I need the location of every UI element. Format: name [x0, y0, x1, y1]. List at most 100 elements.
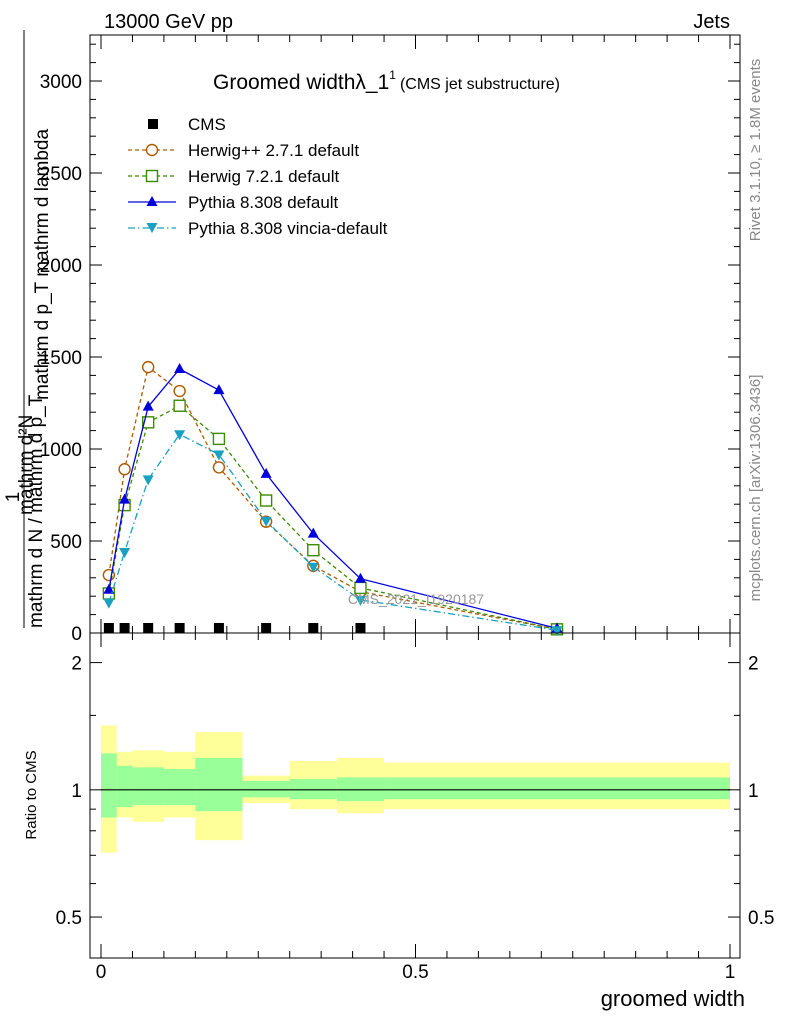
series-point-pythia: [119, 493, 131, 504]
cms-point: [308, 623, 319, 633]
main-y-tick-label: 0: [71, 624, 82, 645]
legend-label-vincia: Pythia 8.308 vincia-default: [188, 219, 388, 238]
series-point-herwig7: [173, 399, 186, 412]
legend-label-pythia: Pythia 8.308 default: [188, 193, 339, 212]
series-point-vincia: [119, 548, 131, 559]
ratio-inner-band: [116, 765, 133, 808]
series-point-vincia: [260, 516, 272, 527]
legend-entry-herwig7: Herwig 7.2.1 default: [128, 167, 339, 186]
x-tick-label: 0: [96, 962, 107, 983]
ratio-inner-band: [163, 769, 196, 806]
legend-marker-cms: [148, 119, 158, 129]
series-point-herwigpp: [141, 360, 155, 374]
ratio-y-tick-label-right: 2: [748, 654, 759, 675]
main-series: [102, 360, 564, 637]
cms-point: [213, 623, 224, 633]
series-point-pythia: [174, 362, 186, 373]
ratio-ylabel: Ratio to CMS: [23, 750, 40, 839]
series-point-vincia: [307, 562, 319, 573]
x-tick-label: 1: [725, 962, 736, 983]
plot-title: Groomed widthλ_11 (CMS jet substructure): [213, 68, 560, 94]
main-panel: 0 500 1000 1500 2000 2500 3000 CMS_2021_I19201…: [3, 30, 741, 645]
ratio-frame: [89, 632, 741, 959]
series-point-vincia: [174, 430, 186, 441]
legend-label-herwig7: Herwig 7.2.1 default: [188, 167, 339, 186]
series-point-pythia: [307, 527, 319, 538]
series-point-vincia: [551, 626, 563, 637]
series-point-vincia: [103, 598, 115, 609]
series-point-herwig7: [141, 416, 155, 429]
series-point-herwigpp: [212, 461, 226, 474]
legend: CMS Herwig++ 2.7.1 default Herwig 7.2.1 …: [128, 115, 388, 238]
x-axis-label: groomed width: [601, 986, 745, 1011]
legend-marker-pythia: [146, 196, 158, 206]
legend-entry-pythia: Pythia 8.308 default: [128, 193, 339, 212]
ratio-y-tick-label-right: 1: [748, 781, 759, 802]
main-y-tick-label: 1000: [40, 440, 82, 461]
ylabel-one: 1: [3, 492, 24, 503]
ratio-inner-band: [289, 779, 337, 800]
cms-point: [174, 623, 185, 633]
ratio-y-tick-label: 2: [71, 654, 82, 675]
cms-point: [143, 623, 154, 633]
legend-entry-herwigpp: Herwig++ 2.7.1 default: [128, 141, 359, 160]
series-point-vincia: [354, 595, 366, 606]
beam-label: 13000 GeV pp: [104, 11, 233, 33]
main-y-tick-label: 1500: [40, 348, 82, 369]
legend-entry-cms: CMS: [148, 115, 226, 134]
mcplots-label: mcplots.cern.ch [arXiv:1306.3436]: [747, 375, 764, 602]
watermark: CMS_2021_I1920187: [348, 591, 484, 607]
legend-marker-vincia: [146, 223, 158, 233]
series-point-pythia: [260, 467, 272, 478]
main-y-tick-label: 2500: [40, 164, 82, 185]
ylabel-upper-numerator: mathrm d²N: [16, 415, 37, 515]
series-point-vincia: [142, 475, 154, 486]
plot-title-sup: 1: [389, 68, 396, 82]
cms-point: [119, 623, 130, 633]
main-y-tick-label: 2000: [40, 256, 82, 277]
legend-marker-herwigpp: [145, 143, 159, 157]
series-point-pythia: [142, 400, 154, 411]
series-line-vincia: [108, 433, 558, 631]
series-point-herwig7: [307, 544, 320, 557]
series-point-herwigpp: [118, 463, 131, 476]
process-label: Jets: [693, 11, 730, 33]
ratio-inner-band: [101, 753, 117, 818]
series-point-herwig7: [212, 432, 226, 446]
ratio-inner-band: [242, 780, 290, 798]
rivet-label: Rivet 3.1.10, ≥ 1.8M events: [747, 59, 764, 242]
plot-title-main: Groomed widthλ_1: [213, 71, 389, 94]
cms-point: [261, 623, 272, 633]
cms-point: [355, 623, 366, 633]
ratio-inner-band: [384, 777, 730, 800]
legend-label-cms: CMS: [188, 115, 226, 134]
series-point-herwigpp: [173, 384, 186, 398]
ratio-panel: 0.5 0.5 1 1 2 2 0 0.5 1 Ratio to CMS groomed wid…: [23, 632, 774, 1011]
series-point-pythia: [354, 572, 366, 583]
ratio-y-tick-label: 1: [71, 781, 82, 802]
ratio-axis-ticks: 0.5 0.5 1 1 2 2 0 0.5 1: [56, 633, 774, 983]
ratio-inner-band: [132, 767, 164, 806]
ylabel-lower-denominator: mathrm d N / mathrm d p_T: [26, 394, 47, 628]
plot-title-sub: (CMS jet substructure): [400, 76, 560, 93]
main-y-tick-label: 500: [50, 532, 82, 553]
series-point-pythia: [103, 583, 115, 594]
legend-marker-herwig7: [145, 169, 159, 183]
main-ylabel: mathrm d²N mathrm d p_T mathrm d lambda …: [3, 30, 53, 628]
ratio-inner-band: [195, 757, 243, 812]
main-y-tick-label: 3000: [40, 72, 82, 93]
ratio-bands: [101, 725, 730, 853]
x-tick-label: 0.5: [402, 962, 428, 983]
ylabel-upper-denominator: mathrm d p_T mathrm d lambda: [32, 129, 53, 400]
cms-data-points: [103, 623, 366, 633]
ratio-y-tick-label-right: 0.5: [748, 908, 774, 929]
main-axis-ticks: 0 500 1000 1500 2000 2500 3000: [40, 35, 740, 645]
series-point-herwig7: [259, 494, 273, 507]
legend-entry-vincia: Pythia 8.308 vincia-default: [128, 219, 388, 238]
series-point-vincia: [213, 450, 225, 461]
ratio-y-tick-label: 0.5: [56, 908, 82, 929]
series-point-pythia: [213, 384, 225, 395]
legend-label-herwigpp: Herwig++ 2.7.1 default: [188, 141, 359, 160]
cms-point: [103, 623, 114, 633]
